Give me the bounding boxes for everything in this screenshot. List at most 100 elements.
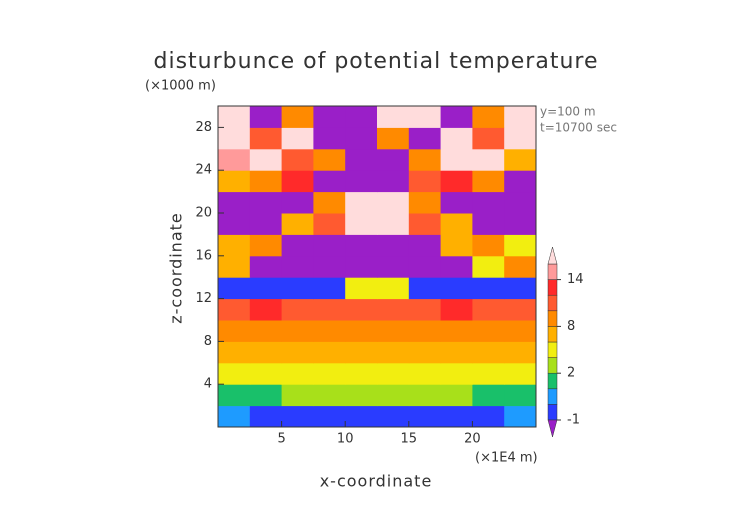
cell <box>218 255 251 278</box>
cell <box>472 255 505 278</box>
cell <box>345 213 378 235</box>
cell <box>504 191 537 214</box>
cell <box>313 170 346 193</box>
cell <box>281 384 314 407</box>
cell <box>440 191 473 214</box>
cell <box>249 341 283 364</box>
cell <box>345 277 378 300</box>
cell <box>281 127 314 150</box>
cell <box>218 341 251 364</box>
cell <box>472 320 505 342</box>
cell <box>281 341 314 364</box>
cell <box>440 362 473 385</box>
cell <box>377 320 410 342</box>
cell <box>218 277 251 300</box>
colorbar-box <box>547 310 558 327</box>
cell <box>281 234 314 257</box>
cell <box>345 362 378 385</box>
cell <box>377 148 410 171</box>
cell <box>504 106 537 128</box>
cell <box>472 362 505 385</box>
cell <box>504 384 537 407</box>
cell <box>218 405 251 428</box>
colorbar-box <box>547 279 558 296</box>
cell <box>281 277 314 300</box>
cell <box>472 384 505 407</box>
colorbar-under <box>547 419 558 438</box>
annotation: t=10700 sec <box>540 121 617 135</box>
cell <box>249 320 283 342</box>
cell <box>408 234 442 257</box>
cell <box>440 127 473 150</box>
cell <box>345 320 378 342</box>
x-tick-label: 5 <box>277 432 285 447</box>
cell <box>249 127 283 150</box>
chart-title: disturbunce of potential temperature <box>154 49 599 74</box>
cell <box>313 191 346 214</box>
colorbar-box <box>547 263 558 280</box>
cell <box>218 191 251 214</box>
cell <box>377 234 410 257</box>
cell <box>408 298 442 321</box>
cell <box>440 405 473 428</box>
cell <box>249 277 283 300</box>
annotation: y=100 m <box>540 105 596 119</box>
cell <box>281 148 314 171</box>
cell <box>345 234 378 257</box>
cell <box>249 234 283 257</box>
cell <box>249 362 283 385</box>
cell <box>440 384 473 407</box>
cell <box>408 384 442 407</box>
cell <box>440 170 473 193</box>
cell <box>313 405 346 428</box>
cell <box>218 170 251 193</box>
cell <box>377 106 410 128</box>
cell <box>408 341 442 364</box>
cell <box>345 405 378 428</box>
cell <box>281 213 314 235</box>
cell <box>440 148 473 171</box>
cell <box>313 234 346 257</box>
cell <box>440 298 473 321</box>
cell <box>408 255 442 278</box>
cell <box>313 213 346 235</box>
cell <box>377 213 410 235</box>
cell <box>345 170 378 193</box>
cell <box>440 341 473 364</box>
cell <box>313 384 346 407</box>
cell <box>408 191 442 214</box>
cell <box>249 405 283 428</box>
y-tick-label: 24 <box>195 163 212 178</box>
cell <box>377 298 410 321</box>
cell <box>281 255 314 278</box>
cell <box>249 191 283 214</box>
cell <box>249 148 283 171</box>
cell <box>218 234 251 257</box>
cell <box>377 191 410 214</box>
cell <box>345 191 378 214</box>
cell <box>313 255 346 278</box>
cell <box>504 362 537 385</box>
cell <box>249 255 283 278</box>
cell <box>504 234 537 257</box>
y-axis-label: z-coordinate <box>167 212 186 324</box>
colorbar-label: 8 <box>567 319 575 334</box>
cell <box>249 106 283 128</box>
cell <box>472 277 505 300</box>
cell <box>440 213 473 235</box>
cell <box>377 405 410 428</box>
cell <box>504 148 537 171</box>
cell <box>281 106 314 128</box>
cell <box>218 320 251 342</box>
cell <box>440 106 473 128</box>
colorbar-box <box>547 341 558 358</box>
colorbar-label: 14 <box>567 272 584 287</box>
x-tick-label: 10 <box>337 432 354 447</box>
cell <box>345 255 378 278</box>
cell <box>504 341 537 364</box>
cell <box>472 170 505 193</box>
cell <box>504 213 537 235</box>
plot-frame <box>217 105 537 428</box>
cell <box>408 148 442 171</box>
cell <box>345 384 378 407</box>
